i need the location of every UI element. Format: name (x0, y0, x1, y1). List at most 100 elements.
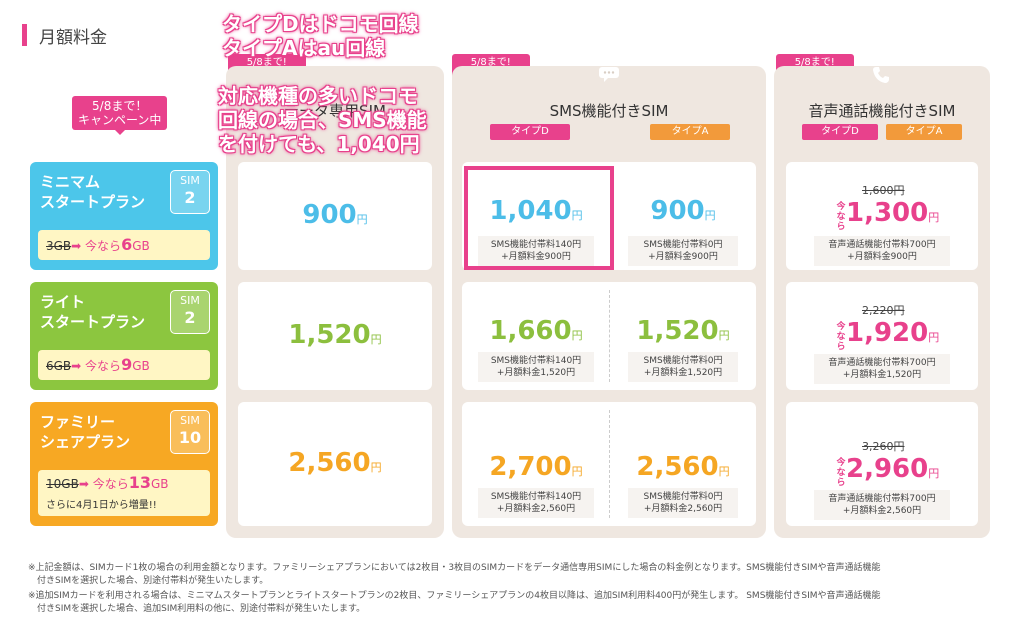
yen-unit: 円 (571, 209, 583, 222)
voice-row-2: 2,220円 今なら 1,920円 音声通話機能付帯料700円 +月額料金1,5… (786, 282, 978, 390)
sms-a-note-3: SMS機能付帯料0円 +月額料金2,560円 (628, 488, 738, 518)
price: 1,520円 (238, 320, 432, 355)
old-price: 1,600円 (862, 184, 905, 197)
sim-label: SIM (180, 294, 200, 307)
old-capacity: 10GB (46, 477, 79, 491)
price: 2,560円 (238, 448, 432, 483)
old-price: 3,260円 (862, 440, 905, 453)
sms-a-price-3: 2,560円 (610, 452, 756, 487)
sim-count: 2 (184, 308, 196, 327)
sms-d-note-2: SMS機能付帯料140円 +月額料金1,520円 (478, 352, 594, 382)
now-label: 今なら (836, 458, 846, 488)
sim-count: 10 (178, 428, 202, 447)
footnote-2: ※追加SIMカードを利用される場合は、ミニマムスタートプランとライトスタートプラ… (28, 591, 881, 601)
increase-note: さらに4月1日から増量!! (46, 500, 157, 511)
yen-unit: 円 (928, 211, 940, 224)
voice-row-1: 1,600円 今なら 1,300円 音声通話機能付帯料700円 +月額料金900… (786, 162, 978, 270)
footnote-2-cont: 付きSIMを選択した場合、追加SIM利用料の他に、別途付帯料が発生いたします。 (28, 604, 366, 614)
new-capacity: 13 (128, 473, 151, 492)
price-value: 1,040 (489, 196, 572, 226)
arrow-icon: ➡ (71, 359, 82, 373)
sms-a-note-1: SMS機能付帯料0円 +月額料金900円 (628, 236, 738, 266)
sms-d-price-1: 1,040円 (462, 196, 610, 231)
gb-unit: GB (150, 477, 169, 491)
plan-light-start[interactable]: ライト スタートプラン SIM 2 6GB➡ 今なら9GB (30, 282, 218, 390)
yen-unit: 円 (928, 467, 940, 480)
sms-a-price-2: 1,520円 (610, 316, 756, 351)
campaign-badge-left: 5/8まで！ キャンペーン中 (72, 96, 168, 135)
sms-type-d-tag: タイプD (490, 124, 570, 140)
phone-icon (872, 66, 890, 84)
gb-unit: GB (132, 359, 150, 373)
section-heading: 月額料金 (22, 22, 107, 48)
voice-note: 音声通話機能付帯料700円 +月額料金2,560円 (814, 490, 950, 520)
voice-sim-title: 音声通話機能付きSIM (808, 102, 956, 120)
data-capacity: 3GB➡ 今なら6GB (38, 230, 210, 260)
yen-unit: 円 (718, 329, 730, 342)
arrow-icon: ➡ (71, 239, 82, 253)
data-sim-title: データ専用SIM (284, 102, 386, 120)
annotation-line: タイプAはau回線 (222, 36, 386, 60)
footnote-1-cont: 付きSIMを選択した場合、別途付帯料が発生いたします。 (28, 576, 269, 586)
price-value: 1,520 (636, 316, 719, 346)
yen-unit: 円 (718, 465, 730, 478)
yen-unit: 円 (370, 461, 382, 474)
price-value: 2,560 (288, 448, 371, 478)
page-title: 月額料金 (39, 27, 107, 48)
voice-type-a-tag: タイプA (886, 124, 962, 140)
plan-family-share[interactable]: ファミリー シェアプラン SIM 10 10GB➡ 今なら13GB さらに4月1日か… (30, 402, 218, 526)
voice-price: 1,300円 (846, 198, 939, 233)
plan-minimum-start[interactable]: ミニマム スタートプラン SIM 2 3GB➡ 今なら6GB (30, 162, 218, 270)
price-value: 2,700 (489, 452, 572, 482)
plan-name: ファミリー シェアプラン (40, 413, 131, 451)
price-value: 1,660 (489, 316, 572, 346)
yen-unit: 円 (571, 329, 583, 342)
sms-type-a-tag: タイプA (650, 124, 730, 140)
gb-unit: GB (132, 239, 150, 253)
plan-name: ミニマム スタートプラン (40, 173, 146, 211)
price-value: 900 (302, 200, 357, 230)
voice-type-d-tag: タイプD (802, 124, 878, 140)
footnote-1: ※上記金額は、SIMカード1枚の場合の利用金額となります。ファミリーシェアプラン… (28, 563, 881, 573)
voice-row-3: 3,260円 今なら 2,960円 音声通話機能付帯料700円 +月額料金2,5… (786, 402, 978, 526)
voice-note: 音声通話機能付帯料700円 +月額料金1,520円 (814, 354, 950, 384)
sim-label: SIM (180, 414, 200, 427)
price-value: 2,960 (846, 454, 929, 484)
plan-name: ライト スタートプラン (40, 293, 146, 331)
price-value: 1,920 (846, 318, 929, 348)
price-value: 1,300 (846, 198, 929, 228)
sim-count-badge: SIM 2 (170, 290, 210, 334)
sms-a-price-1: 900円 (610, 196, 756, 231)
sim-label: SIM (180, 174, 200, 187)
now-label: 今なら (81, 359, 122, 373)
voice-price: 1,920円 (846, 318, 939, 353)
price: 900円 (238, 200, 432, 235)
voice-price: 2,960円 (846, 454, 939, 489)
now-label: 今なら (81, 239, 122, 253)
divider (609, 290, 610, 382)
arrow-icon: ➡ (78, 477, 89, 491)
sms-d-price-2: 1,660円 (462, 316, 610, 351)
sms-d-price-3: 2,700円 (462, 452, 610, 487)
yen-unit: 円 (370, 333, 382, 346)
now-label: 今なら (88, 477, 129, 491)
heading-accent-bar (22, 24, 27, 46)
sim-count-badge: SIM 10 (170, 410, 210, 454)
sms-sim-title: SMS機能付きSIM (549, 102, 669, 120)
now-label: 今なら (836, 322, 846, 352)
data-capacity: 10GB➡ 今なら13GB さらに4月1日から増量!! (38, 470, 210, 516)
divider (609, 410, 610, 518)
data-price-cell-3: 2,560円 (238, 402, 432, 526)
annotation-line: 回線の場合、SMS機能 (218, 108, 427, 132)
yen-unit: 円 (356, 213, 368, 226)
data-price-cell-1: 900円 (238, 162, 432, 270)
old-capacity: 6GB (46, 359, 72, 373)
old-capacity: 3GB (46, 239, 72, 253)
price-value: 900 (650, 196, 705, 226)
yen-unit: 円 (928, 331, 940, 344)
sms-d-note-3: SMS機能付帯料140円 +月額料金2,560円 (478, 488, 594, 518)
data-price-cell-2: 1,520円 (238, 282, 432, 390)
sms-d-note-1: SMS機能付帯料140円 +月額料金900円 (478, 236, 594, 266)
annotation-line: 対応機種の多いドコモ (218, 84, 418, 108)
